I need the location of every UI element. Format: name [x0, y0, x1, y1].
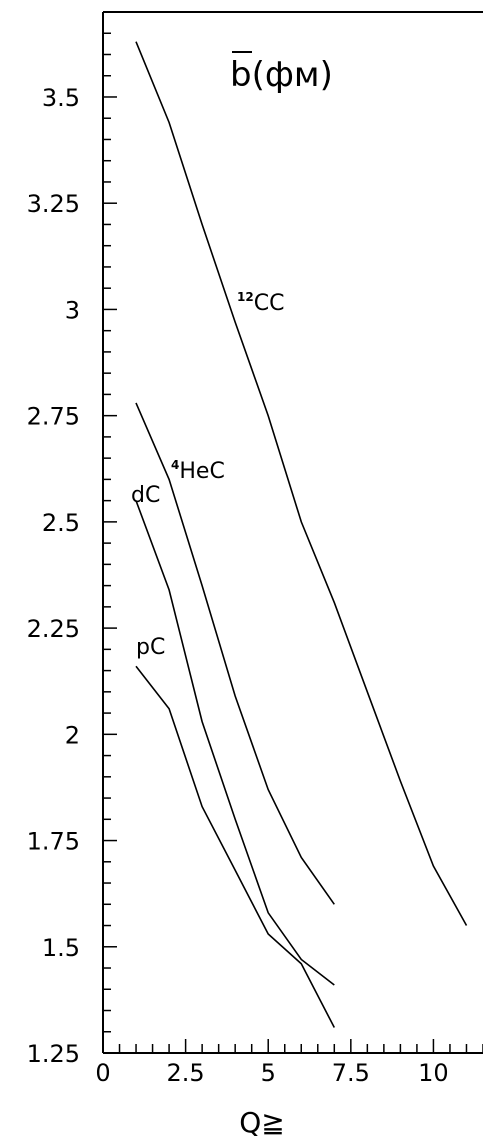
plot-frame — [102, 11, 483, 1054]
series-label-sup: 4 — [171, 458, 179, 472]
series-labels: 12CC 4HeC dC pC — [131, 290, 284, 660]
y-tick-label: 1.5 — [42, 934, 80, 962]
y-tick-label: 2.25 — [27, 615, 80, 643]
y-axis-ticks: 1.25 1.5 1.75 2 2.25 2.5 2.75 3 3.25 3.5 — [27, 11, 117, 1068]
series-label-name: HeC — [179, 459, 224, 484]
y-tick-label: 3 — [65, 296, 80, 324]
series-label-sup: 12 — [237, 290, 254, 304]
series-label-dc: dC — [131, 483, 160, 508]
series-line-pc — [135, 665, 336, 1028]
series-label-cc: 12CC — [237, 290, 284, 316]
x-tick-label: 10 — [418, 1059, 449, 1087]
x-tick-label: 0 — [95, 1059, 110, 1087]
series-label-hec: 4HeC — [171, 458, 225, 484]
chart-title: b(фм) — [230, 55, 333, 95]
series-label-name: dC — [131, 483, 160, 508]
x-tick-label: 5 — [261, 1059, 276, 1087]
y-tick-label: 2 — [65, 721, 80, 749]
series-line-cc — [135, 41, 468, 926]
series-line-dc — [135, 500, 335, 986]
x-axis-title: Q≧ — [239, 1106, 285, 1139]
y-tick-label: 1.25 — [27, 1040, 80, 1068]
y-tick-label: 2.75 — [27, 403, 80, 431]
x-axis-ticks: 0 2.5 5 7.5 10 — [95, 1039, 483, 1087]
y-tick-label: 3.5 — [42, 84, 80, 112]
series-lines — [135, 41, 468, 1028]
x-tick-label: 2.5 — [167, 1059, 205, 1087]
y-tick-label: 1.75 — [27, 828, 80, 856]
series-label-name: CC — [254, 291, 285, 316]
series-line-hec — [135, 402, 335, 905]
x-tick-label: 7.5 — [332, 1059, 370, 1087]
series-label-name: pC — [136, 635, 165, 660]
y-tick-label: 2.5 — [42, 509, 80, 537]
y-tick-label: 3.25 — [27, 190, 80, 218]
series-label-pc: pC — [136, 635, 165, 660]
